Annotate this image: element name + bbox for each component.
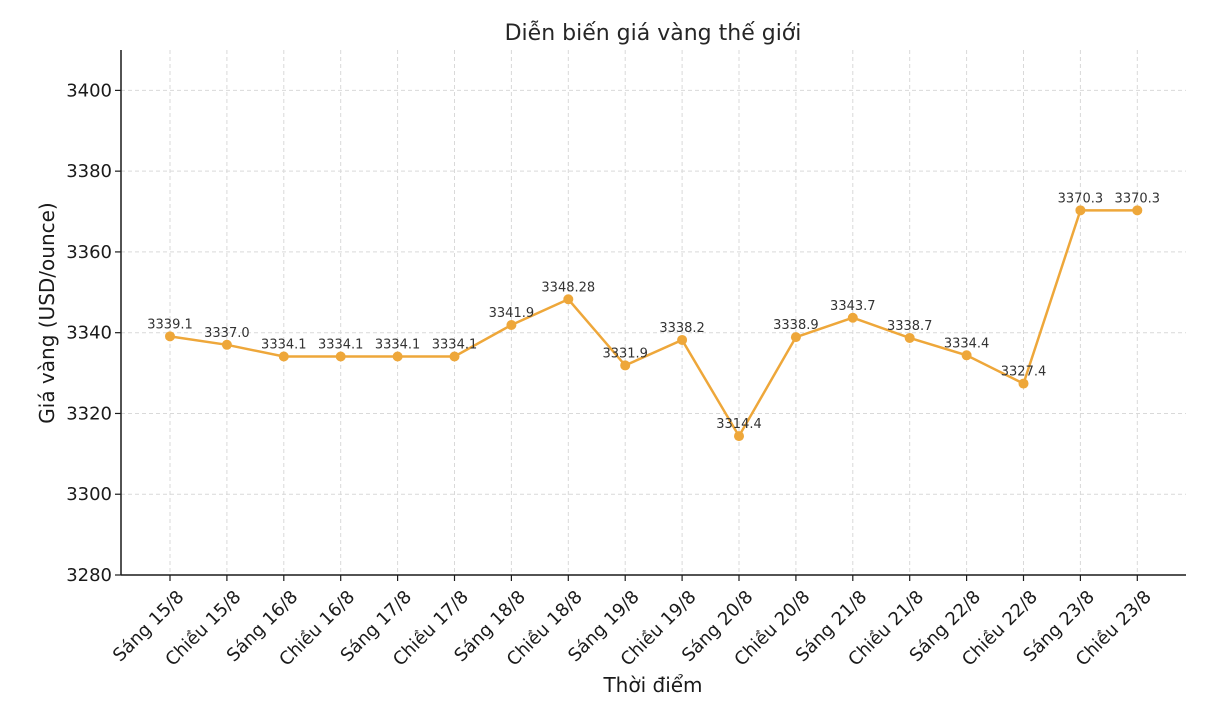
series bbox=[165, 205, 1143, 442]
data-label: 3338.9 bbox=[773, 318, 819, 333]
data-label: 3348.28 bbox=[541, 280, 595, 295]
data-label: 3338.7 bbox=[887, 319, 933, 334]
data-label: 3370.3 bbox=[1115, 191, 1161, 206]
x-axis-label: Thời điểm bbox=[602, 673, 702, 697]
data-point bbox=[278, 351, 289, 362]
y-tick-label: 3320 bbox=[66, 403, 112, 424]
y-tick-label: 3300 bbox=[66, 484, 112, 505]
data-point bbox=[563, 294, 574, 305]
data-label: 3370.3 bbox=[1058, 191, 1104, 206]
data-point bbox=[790, 332, 801, 343]
data-point bbox=[847, 312, 858, 323]
data-point bbox=[506, 320, 517, 331]
data-label: 3337.0 bbox=[204, 326, 250, 341]
data-point bbox=[734, 431, 744, 442]
data-point bbox=[1075, 205, 1086, 216]
data-point bbox=[961, 350, 972, 361]
data-labels: 3339.1 3337.0 3334.1 3334.1 3334.1 3334.1 3341… bbox=[147, 191, 1160, 432]
data-label: 3334.1 bbox=[432, 338, 478, 353]
data-label: 3334.1 bbox=[375, 338, 421, 353]
data-point bbox=[904, 332, 915, 343]
y-tick-label: 3380 bbox=[66, 161, 112, 182]
data-label: 3339.1 bbox=[147, 317, 193, 332]
data-point bbox=[221, 339, 232, 350]
y-axis-label: Giá vàng (USD/ounce) bbox=[35, 202, 59, 423]
data-label: 3327.4 bbox=[1001, 365, 1047, 380]
data-point bbox=[620, 360, 631, 371]
data-point bbox=[1132, 205, 1143, 216]
data-label: 3334.1 bbox=[261, 338, 307, 353]
data-point bbox=[677, 334, 688, 345]
y-tick-label: 3280 bbox=[66, 565, 112, 586]
y-tick-label: 3340 bbox=[66, 323, 112, 344]
data-point bbox=[449, 351, 460, 362]
y-tick-label: 3360 bbox=[66, 242, 112, 263]
data-point bbox=[165, 331, 175, 342]
data-label: 3334.4 bbox=[944, 336, 990, 351]
series-line bbox=[169, 209, 1138, 439]
data-label: 3343.7 bbox=[830, 299, 876, 314]
data-label: 3314.4 bbox=[716, 417, 762, 432]
data-label: 3334.1 bbox=[318, 338, 364, 353]
data-label: 3341.9 bbox=[489, 306, 535, 321]
y-tick-label: 3400 bbox=[66, 80, 112, 101]
data-point bbox=[1018, 378, 1029, 389]
data-label: 3331.9 bbox=[602, 346, 648, 361]
grid bbox=[121, 50, 1186, 575]
data-point bbox=[392, 351, 403, 362]
data-point bbox=[335, 351, 346, 362]
chart-title: Diễn biến giá vàng thế giới bbox=[505, 20, 802, 46]
data-label: 3338.2 bbox=[659, 321, 705, 336]
